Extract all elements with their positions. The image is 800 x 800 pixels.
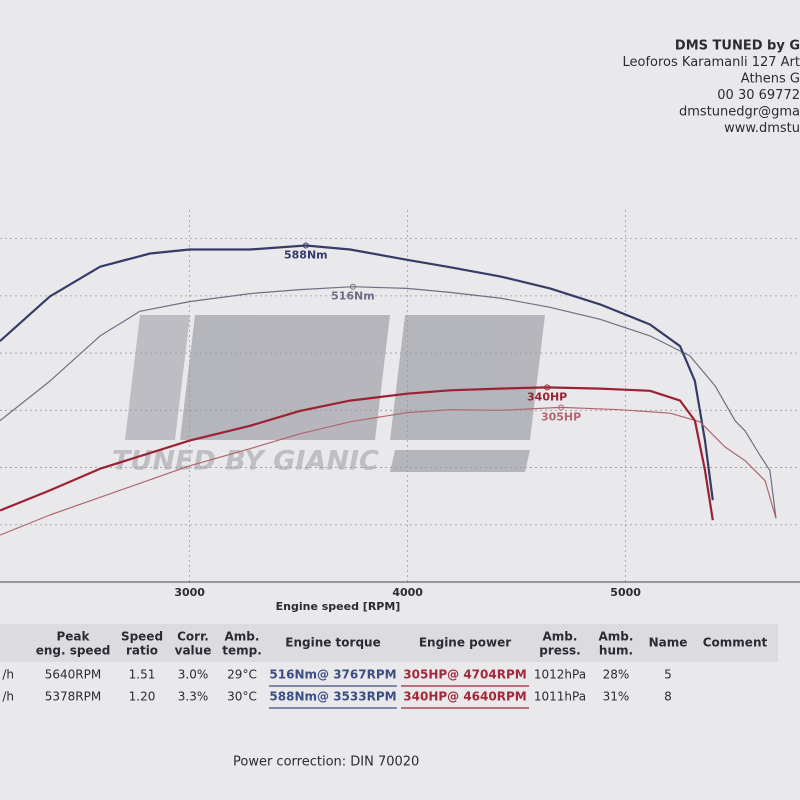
column-header: Speed — [121, 630, 163, 644]
table-cell: 1.51 — [129, 668, 156, 682]
table-cell: 5378RPM — [45, 690, 101, 704]
column-header: Peak — [56, 630, 90, 644]
x-tick-label: 3000 — [174, 586, 205, 599]
table-cell: /h — [2, 668, 14, 682]
peak-marker — [349, 283, 356, 290]
table-cell: 588Nm@ 3533RPM — [269, 690, 396, 704]
table-cell: 1011hPa — [534, 690, 586, 704]
data-line — [0, 286, 777, 519]
contact-line: Athens G — [741, 72, 800, 87]
peak-label: 588Nm — [284, 248, 328, 261]
logo-stripe — [125, 315, 190, 440]
data-line — [0, 406, 777, 536]
table-cell: 516Nm@ 3767RPM — [269, 668, 396, 682]
contact-line: Leoforos Karamanli 127 Art — [623, 55, 800, 70]
table-cell: 28% — [603, 668, 630, 682]
peak-marker — [302, 242, 309, 249]
contact-line: www.dmstu — [724, 121, 800, 136]
column-header: ratio — [126, 644, 158, 658]
table-cell: 5640RPM — [45, 668, 101, 682]
column-header: hum. — [599, 644, 633, 658]
x-tick-label: 4000 — [392, 586, 423, 599]
column-header: Engine power — [419, 636, 511, 650]
table-cell: 305HP@ 4704RPM — [403, 668, 526, 682]
table-header-bg — [0, 624, 778, 662]
table-cell: 3.0% — [178, 668, 209, 682]
table-cell: 1.20 — [129, 690, 156, 704]
peak-label: 305HP — [541, 410, 581, 423]
peak-label: 516Nm — [331, 290, 375, 303]
x-tick-label: 5000 — [610, 586, 641, 599]
peak-marker — [544, 384, 551, 391]
column-header: Amb. — [599, 630, 634, 644]
column-header: value — [175, 644, 212, 658]
contact-line: dmstunedgr@gma — [679, 105, 800, 120]
table-cell: 8 — [664, 690, 672, 704]
column-header: temp. — [222, 644, 262, 658]
company-name: DMS TUNED by G — [675, 39, 800, 54]
data-line — [0, 386, 714, 521]
logo-letter — [390, 315, 545, 440]
logo-bar — [390, 450, 530, 472]
table-cell: 30°C — [227, 690, 257, 704]
column-header: Amb. — [543, 630, 578, 644]
peak-marker — [558, 404, 565, 411]
column-header: eng. speed — [36, 644, 111, 658]
column-header: Amb. — [225, 630, 260, 644]
table-cell: 1012hPa — [534, 668, 586, 682]
table-cell: 29°C — [227, 668, 257, 682]
column-header: Corr. — [177, 630, 209, 644]
table-cell: 31% — [603, 690, 630, 704]
table-cell: 5 — [664, 668, 672, 682]
logo-letter — [180, 315, 390, 440]
column-header: press. — [539, 644, 581, 658]
data-line — [0, 244, 714, 501]
contact-line: 00 30 69772 — [717, 88, 800, 103]
table-cell: 340HP@ 4640RPM — [403, 690, 526, 704]
footer-note: Power correction: DIN 70020 — [233, 755, 419, 770]
column-header: Comment — [703, 636, 768, 650]
table-cell: 3.3% — [178, 690, 209, 704]
table-cell: /h — [2, 690, 14, 704]
column-header: Engine torque — [285, 636, 380, 650]
column-header: Name — [649, 636, 688, 650]
x-axis-title: Engine speed [RPM] — [276, 600, 401, 613]
peak-label: 340HP — [527, 390, 567, 403]
logo — [125, 315, 545, 472]
